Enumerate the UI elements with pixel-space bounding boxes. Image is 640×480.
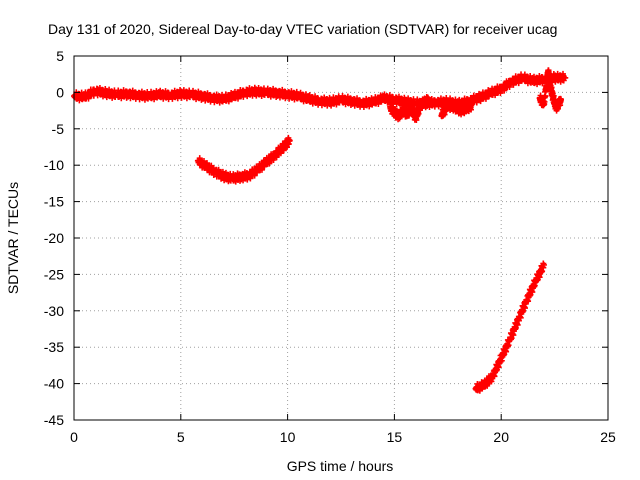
x-tick-label: 0: [70, 429, 78, 445]
data-point: [468, 102, 475, 109]
data-point: [514, 321, 521, 328]
x-tick-label: 5: [177, 429, 185, 445]
data-point: [558, 96, 565, 103]
data-points: [71, 67, 569, 394]
y-tick-label: -40: [44, 376, 64, 392]
data-point: [425, 96, 432, 103]
data-point: [562, 74, 569, 81]
x-tick-label: 25: [600, 429, 616, 445]
x-axis-label: GPS time / hours: [287, 458, 394, 474]
data-point: [540, 261, 547, 268]
y-axis-label: SDTVAR / TECUs: [5, 182, 21, 294]
y-tick-label: -20: [44, 230, 64, 246]
data-point: [286, 137, 293, 144]
y-tick-label: 0: [56, 84, 64, 100]
y-tick-label: 5: [56, 48, 64, 64]
data-point: [542, 93, 549, 100]
chart-title: Day 131 of 2020, Sidereal Day-to-day VTE…: [48, 21, 557, 37]
x-tick-label: 15: [387, 429, 403, 445]
y-tick-label: -5: [52, 121, 65, 137]
x-tick-label: 20: [493, 429, 509, 445]
x-tick-label: 10: [280, 429, 296, 445]
y-tick-label: -35: [44, 339, 64, 355]
y-tick-label: -45: [44, 412, 64, 428]
y-tick-label: -25: [44, 266, 64, 282]
y-tick-label: -30: [44, 303, 64, 319]
y-tick-label: -15: [44, 194, 64, 210]
ticks: 0 5 10 15 20 25 5 0 -5 -10 -15 -20 -25 -30 -35 -40 -45: [44, 48, 616, 445]
y-tick-label: -10: [44, 157, 64, 173]
